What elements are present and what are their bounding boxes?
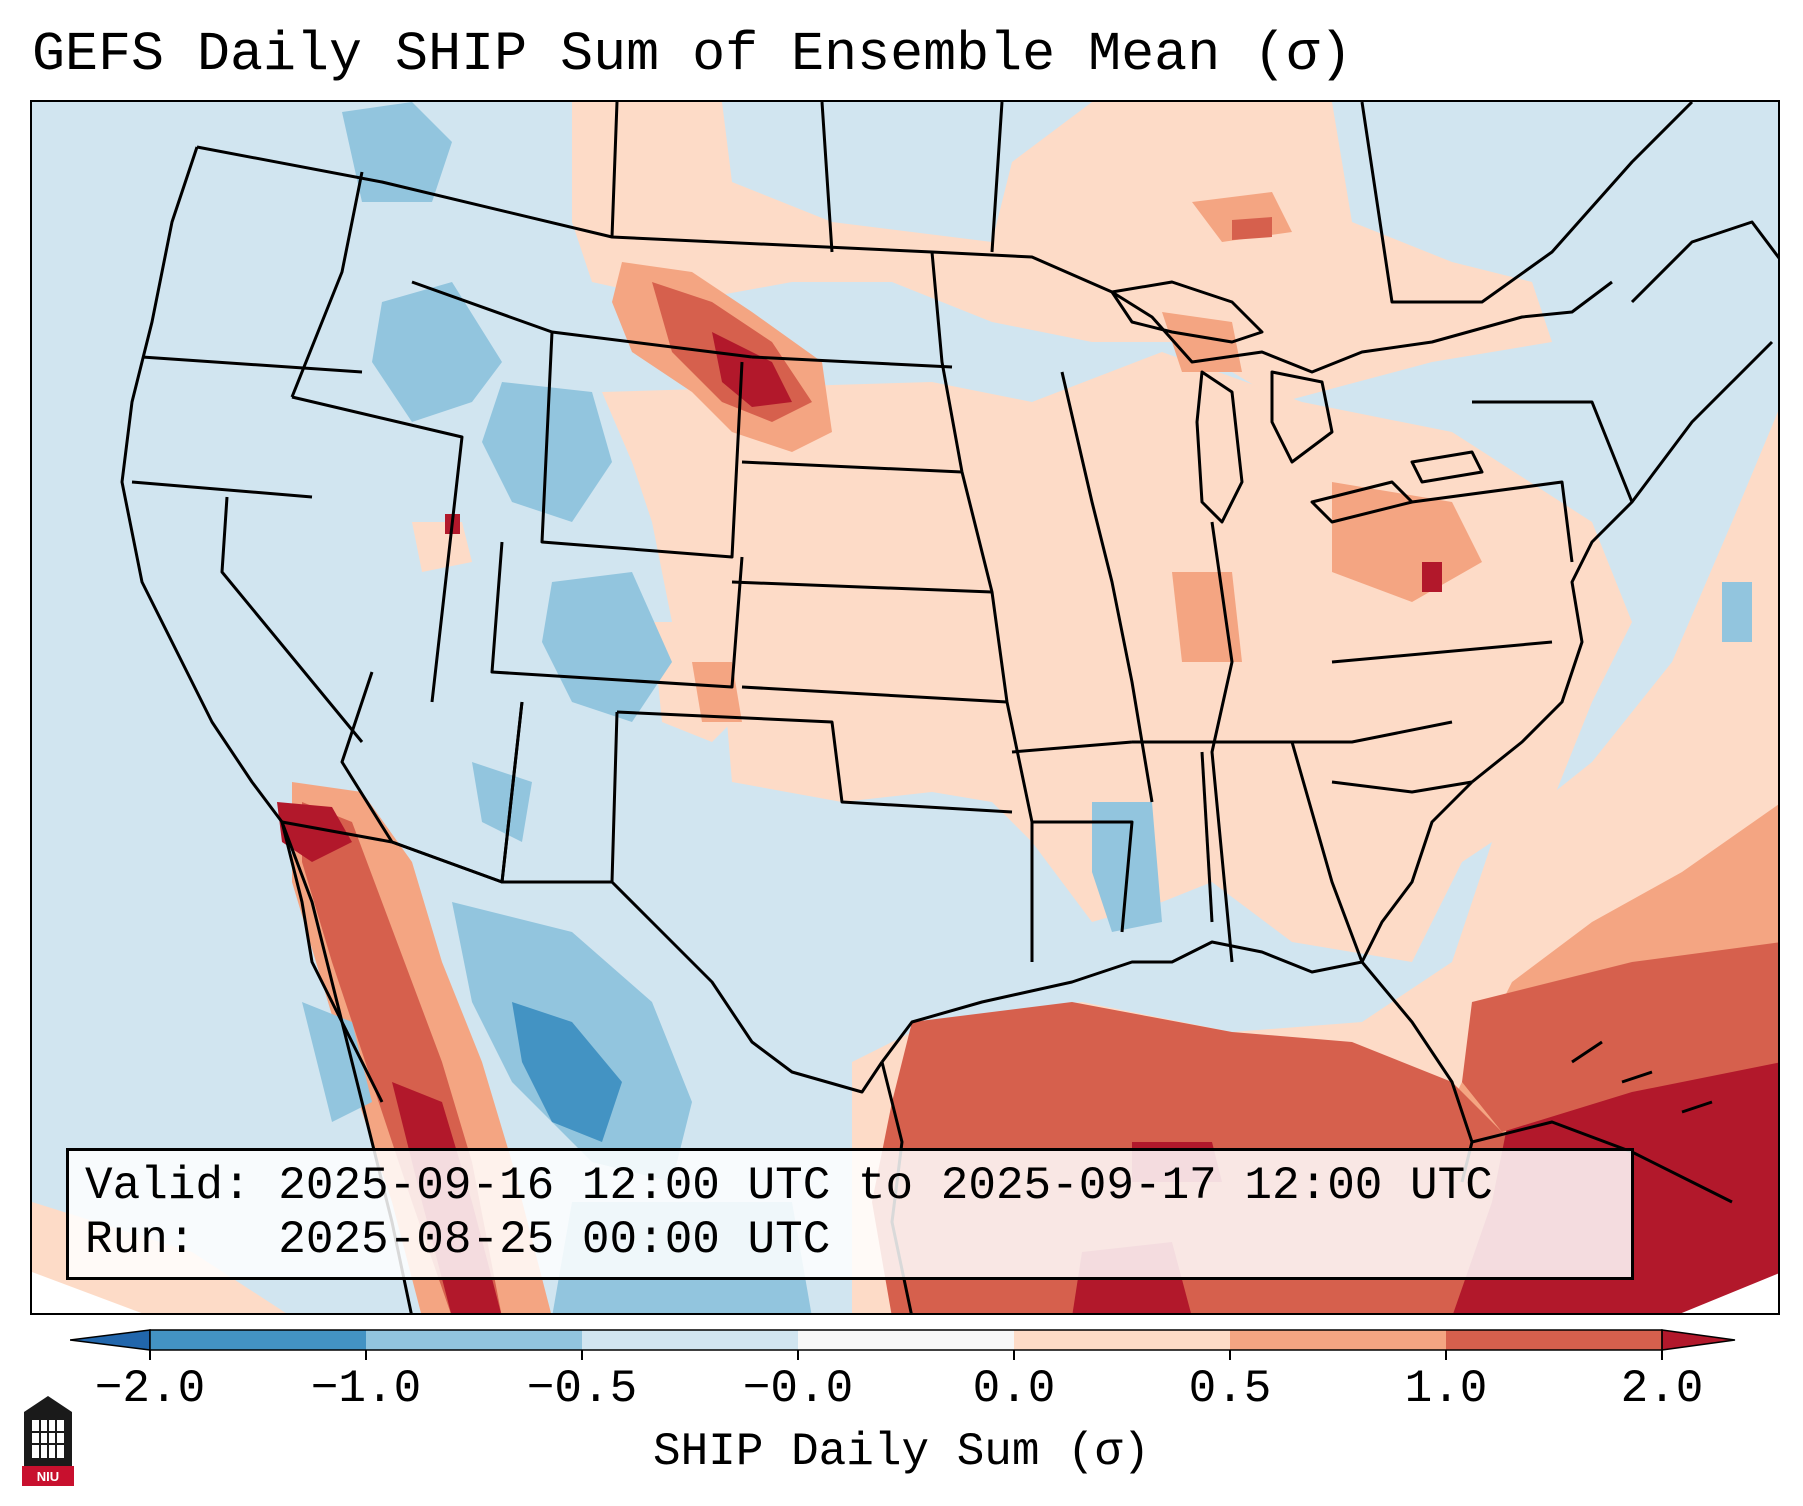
colorbar-tick-label: −1.0 [310, 1363, 422, 1415]
mexico-deep-blue [512, 1002, 622, 1142]
state-line-ms-al [1200, 751, 1214, 923]
colorbar-tick-label: −0.5 [526, 1363, 638, 1415]
state-line-ks-ok [741, 685, 1008, 704]
hudson-bay [1360, 102, 1694, 304]
colorbar-bin-4 [798, 1330, 1014, 1350]
ontario-dark-spot [1232, 217, 1272, 240]
west-coast [120, 146, 413, 1313]
baja-blue [302, 1002, 372, 1122]
political-boundaries [120, 102, 1778, 1313]
state-line-ny [1472, 400, 1634, 503]
lake-superior [1110, 280, 1264, 344]
bc-blue [342, 102, 452, 202]
state-line-canada-prov [610, 102, 1004, 253]
state-line-ca-nv [220, 496, 364, 743]
state-line-wy [540, 331, 744, 559]
state-line-nv-ut [291, 395, 464, 703]
state-line-ne-ks [731, 580, 993, 594]
bahamas [1571, 1040, 1713, 1114]
socal-red [277, 802, 352, 862]
colorbar-tick-label: −2.0 [94, 1363, 206, 1415]
colorbar-bin-7 [1446, 1330, 1662, 1350]
colorbar-bin-1 [150, 1330, 366, 1350]
colorbar-over-extension [1661, 1329, 1736, 1351]
arizona-blue-patch [472, 762, 532, 842]
state-line-ok-tx [616, 710, 1013, 814]
maritimes [1630, 220, 1778, 304]
baja-coast [280, 821, 384, 1103]
colorbar-ticks [149, 1350, 1663, 1360]
map-canvas [32, 102, 1778, 1313]
state-line-pa [1411, 480, 1574, 563]
colorbar-tick-label: 0.0 [972, 1363, 1056, 1415]
logo-text: NIU [37, 1469, 59, 1484]
colorbar-bin-5 [1014, 1330, 1230, 1350]
state-line-ia-mo [960, 471, 1034, 962]
state-line-nm-tx [500, 701, 619, 884]
niu-logo-icon: NIU [22, 1396, 74, 1486]
state-line-ky-tn [1132, 720, 1453, 744]
projection-corner-left [32, 1272, 142, 1313]
colorbar [70, 1329, 1736, 1360]
utah-light-red [412, 522, 472, 572]
valid-time-line: Valid: 2025-09-16 12:00 UTC to 2025-09-1… [85, 1160, 1493, 1212]
northern-plains-peak [712, 332, 792, 407]
state-line-mn [930, 251, 964, 473]
projection-corner-right [1681, 1273, 1778, 1313]
state-line-ar-la [1032, 820, 1134, 933]
colorbar-outline [149, 1329, 1663, 1351]
indiana-medium [1172, 572, 1242, 662]
state-line-co [490, 541, 744, 689]
gulf-coast [880, 940, 1474, 1183]
northern-light-red [572, 102, 1552, 402]
state-line-in-oh [1210, 521, 1234, 963]
chart-title: GEFS Daily SHIP Sum of Ensemble Mean (σ) [32, 23, 1353, 86]
us-canada-border [196, 145, 1613, 374]
lake-huron [1270, 370, 1334, 464]
state-line-nd-sd [751, 355, 953, 369]
lake-ontario [1410, 450, 1484, 484]
colorbar-under-extension [70, 1329, 151, 1351]
map-panel [30, 100, 1780, 1315]
state-line-or-ca [131, 480, 313, 499]
atlantic-blue-patch [1722, 582, 1752, 642]
state-line-mo-ar [1011, 740, 1133, 754]
state-line-sd-ne [741, 460, 963, 474]
colorbar-bin-3 [582, 1330, 798, 1350]
state-line-ga-sc [1331, 780, 1473, 794]
idaho-blue [372, 282, 502, 422]
lake-michigan [1195, 370, 1244, 524]
state-line-id-east [290, 171, 364, 398]
colorbar-bin-6 [1230, 1330, 1446, 1350]
florida [1360, 780, 1474, 963]
colorbar-tick-label: 0.5 [1188, 1363, 1272, 1415]
colorbar-tick-label: 2.0 [1620, 1363, 1704, 1415]
atlantic-dark-red [1462, 942, 1778, 1132]
state-line-wi-il [1060, 371, 1154, 803]
chesapeake-dark [1422, 562, 1442, 592]
colorbar-tick-label: −0.0 [742, 1363, 854, 1415]
colorbar-tick-label: 1.0 [1404, 1363, 1488, 1415]
state-line-va-nc [1331, 640, 1553, 664]
state-line-al-ga [1290, 741, 1364, 963]
colorado-plains-medium [692, 662, 742, 722]
east-coast [1471, 340, 1774, 784]
run-time-line: Run: 2025-08-25 00:00 UTC [85, 1214, 831, 1266]
valid-run-info-box: Valid: 2025-09-16 12:00 UTC to 2025-09-1… [66, 1148, 1634, 1280]
colorado-blue [542, 572, 672, 722]
colorbar-bin-2 [366, 1330, 582, 1350]
colorbar-axis-label: SHIP Daily Sum (σ) [653, 1426, 1150, 1478]
state-line-wa-or [141, 355, 363, 374]
